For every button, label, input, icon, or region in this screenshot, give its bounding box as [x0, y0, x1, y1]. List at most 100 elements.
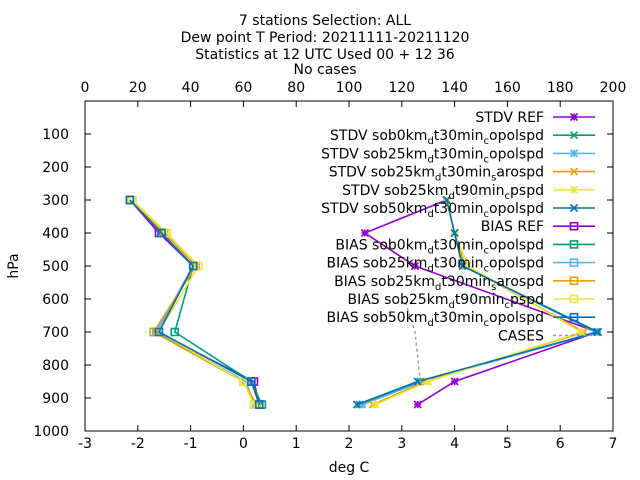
star-marker: [569, 112, 579, 122]
x2-tick-label: 160: [494, 80, 521, 96]
box-marker: [154, 327, 164, 337]
star-marker: [450, 377, 459, 386]
x-tick-label: 5: [503, 436, 512, 452]
star-marker: [418, 377, 427, 386]
x-marker: [352, 400, 361, 409]
legend-item: BIAS sob25kmdt90mincpspd: [348, 292, 595, 311]
star-marker: [569, 185, 579, 194]
box-marker: [569, 312, 579, 322]
star-marker: [413, 400, 422, 409]
x2-tick-label: 100: [336, 80, 363, 96]
x2-tick-label: 180: [547, 80, 574, 96]
legend-item: BIAS sob50kmdt30mincopolspd: [326, 310, 595, 329]
legend-item: BIAS sob25kmdt30mincopolspd: [326, 256, 595, 275]
series-line: [356, 199, 600, 406]
legend-label: STDV sob50kmdt30mincopolspd: [321, 201, 544, 220]
legend-label: BIAS sob0kmdt30mincopolspd: [335, 237, 544, 256]
legend-label: STDV sob25kmdt90mincpspd: [342, 183, 544, 202]
box-marker: [170, 327, 180, 337]
star-marker: [358, 400, 367, 409]
box-marker: [254, 400, 264, 409]
legend-item: BIAS sob25kmdt30minsarospd: [334, 274, 595, 293]
x2-tick-label: 120: [388, 80, 415, 96]
x-marker: [442, 195, 451, 205]
x-tick-label: 6: [556, 436, 565, 452]
legend-label: BIAS sob25kmdt30minsarospd: [334, 274, 544, 293]
legend-label: BIAS sob25kmdt30mincopolspd: [326, 256, 544, 275]
x-tick-label: -2: [131, 436, 145, 452]
x-tick-label: 7: [609, 436, 618, 452]
legend-item: BIAS REF: [481, 219, 595, 235]
legend-label: BIAS sob25kmdt90mincpspd: [348, 292, 545, 311]
x2-tick-label: 20: [129, 80, 147, 96]
box-marker: [569, 240, 579, 249]
y-tick-label: 1000: [33, 424, 69, 440]
box-marker: [162, 228, 172, 238]
x-tick-label: 1: [292, 436, 301, 452]
legend-item: STDV sob0kmdt30mincopolspd: [330, 128, 595, 147]
x2-tick-label: 0: [81, 80, 90, 96]
series-9: [125, 195, 259, 409]
x2-tick-label: 80: [287, 80, 305, 96]
box-marker: [569, 276, 579, 286]
x2-tick-label: 200: [600, 80, 627, 96]
legend-item: STDV sob25kmdt30minsarospd: [329, 165, 595, 184]
cases-line: [403, 298, 422, 382]
y-tick-label: 200: [42, 160, 69, 176]
series-12: [125, 195, 264, 409]
series-6: [352, 195, 602, 409]
star-marker: [410, 261, 420, 271]
y-tick-label: 800: [42, 358, 69, 374]
x2-tick-label: 140: [441, 80, 468, 96]
star-marker: [577, 327, 586, 337]
box-marker: [249, 400, 259, 409]
plot-frame: [84, 100, 614, 432]
star-marker: [371, 400, 380, 409]
legend-item: STDV sob25kmdt90mincpspd: [342, 183, 595, 202]
x-tick-label: -1: [184, 436, 198, 452]
legend-label: STDV sob25kmdt30minsarospd: [329, 165, 544, 184]
series-8: [125, 195, 267, 409]
legend-item: STDV sob25kmdt30mincopolspd: [321, 146, 595, 165]
box-marker: [247, 377, 256, 386]
star-marker: [424, 377, 433, 386]
y-tick-label: 100: [42, 127, 69, 143]
series-line: [363, 199, 600, 406]
legend-item: CASES: [498, 328, 595, 344]
axis-ticks: -3 -2 -1 0 1 2 3 4 5 6 7 0 20 40 60 80 100 120 140 160 180 20…: [33, 80, 626, 452]
box-marker: [125, 195, 135, 205]
x-tick-label: 2: [345, 436, 354, 452]
legend-label: CASES: [498, 328, 544, 344]
x2-tick-label: 40: [182, 80, 200, 96]
x-marker: [458, 261, 467, 271]
legend-item: STDV REF: [475, 110, 595, 126]
title-line-2: Dew point T Period: 20211111-20211120: [181, 30, 470, 46]
x-tick-label: 3: [397, 436, 406, 452]
x-tick-label: 0: [239, 436, 248, 452]
y-tick-label: 300: [42, 193, 69, 209]
legend-label: STDV REF: [475, 110, 544, 126]
box-marker: [157, 228, 166, 238]
legend-label: STDV sob25kmdt30mincopolspd: [321, 146, 544, 165]
legend-label: STDV sob0kmdt30mincopolspd: [330, 128, 544, 147]
y-tick-label: 900: [42, 391, 69, 407]
box-marker: [188, 261, 198, 271]
y-tick-label: 500: [42, 259, 69, 275]
star-marker: [360, 228, 369, 238]
legend-item: BIAS sob0kmdt30mincopolspd: [335, 237, 595, 256]
box-marker: [149, 327, 158, 337]
x2-tick-label: 60: [234, 80, 252, 96]
y-tick-label: 700: [42, 325, 69, 341]
box-marker: [569, 258, 579, 267]
legend-label: BIAS sob50kmdt30mincopolspd: [326, 310, 544, 329]
x-tick-label: -3: [78, 436, 92, 452]
x-marker: [569, 131, 579, 140]
star-marker: [569, 149, 579, 158]
y-tick-label: 600: [42, 292, 69, 308]
legend-label: BIAS REF: [481, 219, 544, 235]
x-marker: [569, 203, 579, 213]
box-marker: [569, 221, 579, 231]
box-marker: [569, 294, 579, 304]
